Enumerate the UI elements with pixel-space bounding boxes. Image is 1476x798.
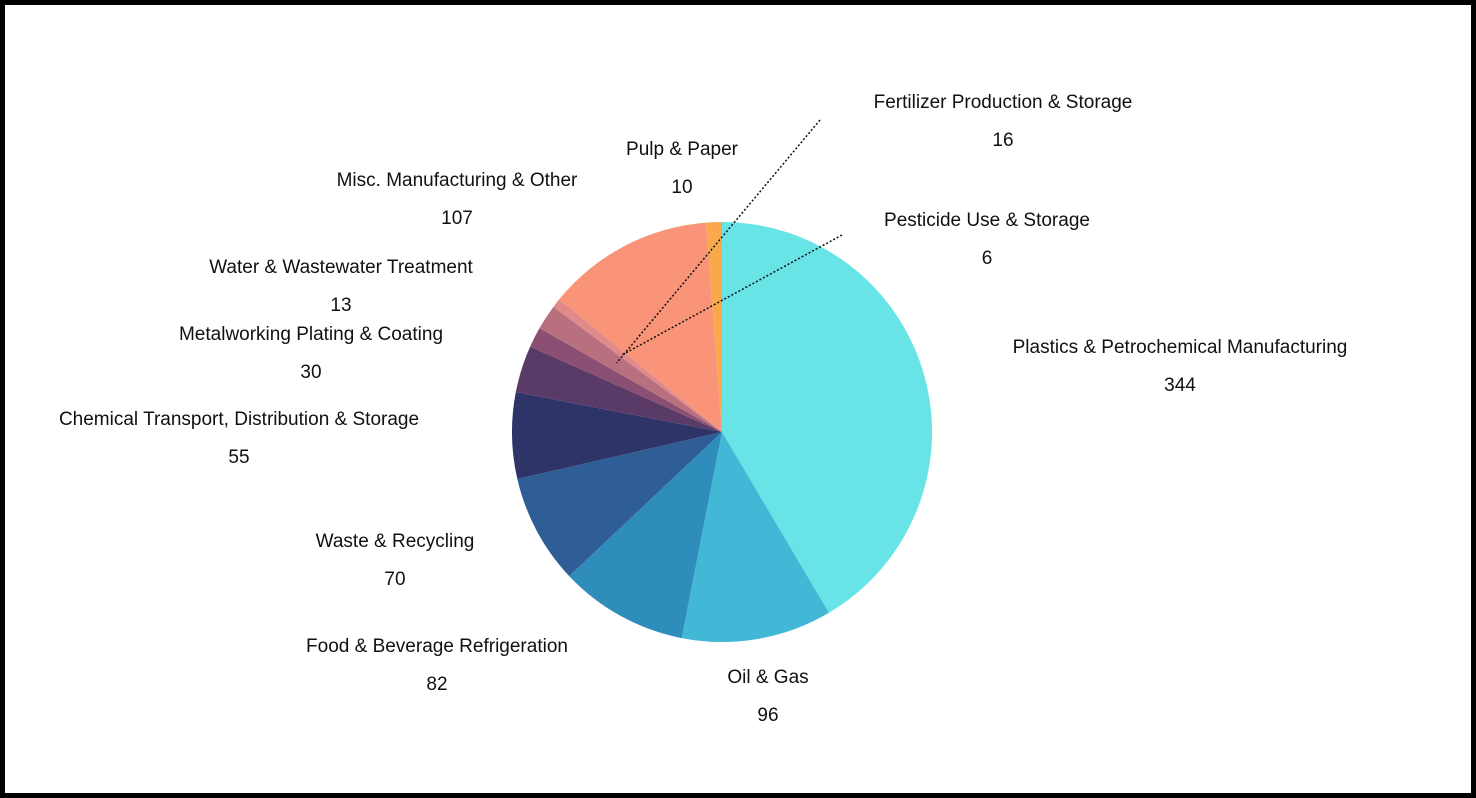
slice-value: 107 <box>441 208 473 229</box>
pie-slice <box>706 222 722 432</box>
slice-value: 10 <box>671 177 692 198</box>
slice-label: Plastics & Petrochemical Manufacturing <box>1013 337 1348 358</box>
pie <box>511 222 933 642</box>
slice-label: Misc. Manufacturing & Other <box>337 170 578 191</box>
slice-value: 82 <box>426 674 447 695</box>
slice-value: 16 <box>992 130 1013 151</box>
labels: Plastics & Petrochemical Manufacturing 34… <box>59 92 1347 726</box>
slice-label: Water & Wastewater Treatment <box>209 257 473 278</box>
slice-label: Food & Beverage Refrigeration <box>306 636 568 657</box>
pie-slice <box>559 222 722 432</box>
slice-label: Pulp & Paper <box>626 139 739 160</box>
slice-value: 30 <box>300 362 321 383</box>
pie-slice <box>722 222 933 613</box>
slice-value: 344 <box>1164 375 1196 396</box>
pie-slice <box>681 432 829 642</box>
slice-value: 13 <box>330 295 351 316</box>
slice-value: 96 <box>757 705 778 726</box>
leader-line <box>615 119 821 364</box>
slice-label: Oil & Gas <box>727 667 808 688</box>
leader-line <box>622 234 843 356</box>
pie-slice <box>539 306 722 432</box>
slice-value: 70 <box>384 569 405 590</box>
slice-label: Metalworking Plating & Coating <box>179 324 443 345</box>
slice-label: Chemical Transport, Distribution & Stora… <box>59 409 419 430</box>
pie-slice <box>530 328 722 432</box>
pie-slice <box>517 432 722 577</box>
pie-slice <box>569 432 722 639</box>
slice-value: 6 <box>982 248 993 269</box>
slice-value: 55 <box>228 447 249 468</box>
pie-slice <box>511 392 722 479</box>
pie-slice <box>553 299 722 432</box>
slice-label: Waste & Recycling <box>316 531 475 552</box>
slice-label: Pesticide Use & Storage <box>884 210 1090 231</box>
pie-slice <box>515 346 722 432</box>
slice-label: Fertilizer Production & Storage <box>874 92 1133 113</box>
